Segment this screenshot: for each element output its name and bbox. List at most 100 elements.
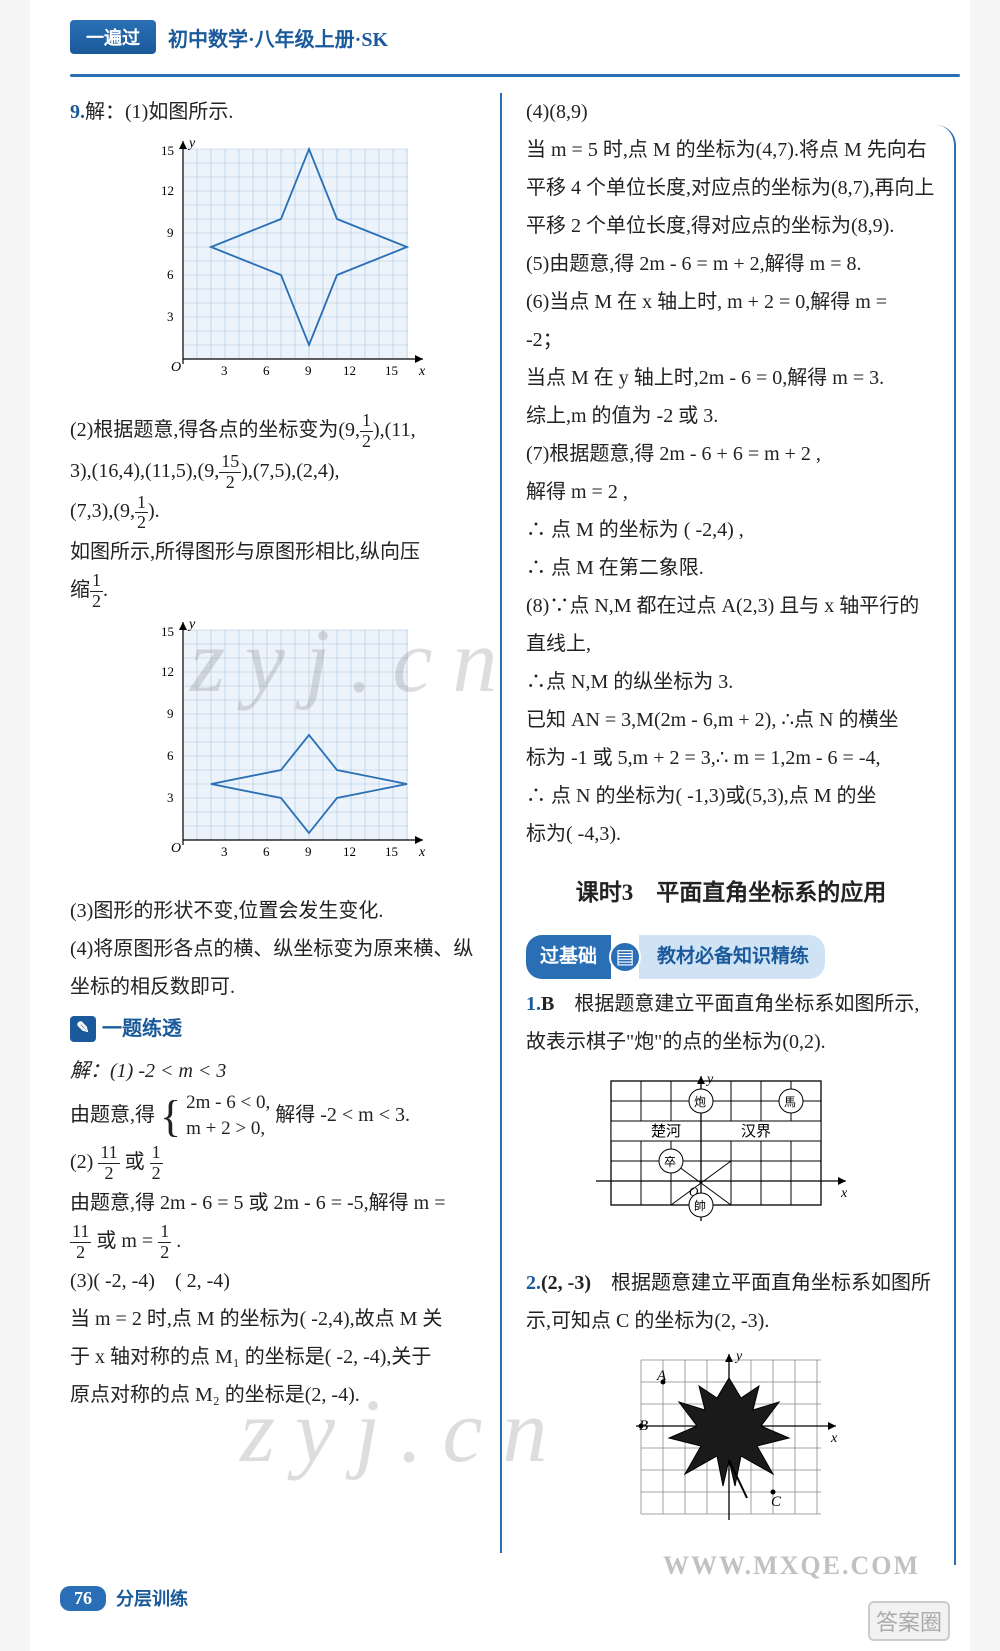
- svg-text:卒: 卒: [664, 1155, 676, 1169]
- section-onethrough: ✎ 一题练透: [70, 1010, 182, 1048]
- svg-text:12: 12: [343, 844, 356, 859]
- r3: (5)由题意,得 2m - 6 = m + 2,解得 m = 8.: [526, 245, 936, 283]
- svg-text:O: O: [171, 360, 181, 375]
- text: 或: [125, 1151, 145, 1173]
- q1: 1.B 根据题意建立平面直角坐标系如图所示,故表示棋子"炮"的点的坐标为(0,2…: [526, 985, 936, 1061]
- svg-text:帥: 帥: [694, 1199, 706, 1213]
- brace-icon: {: [160, 1092, 181, 1141]
- r1: (4)(8,9): [526, 93, 936, 131]
- svg-text:12: 12: [343, 363, 356, 378]
- svg-text:15: 15: [161, 624, 174, 639]
- svg-text:12: 12: [161, 183, 174, 198]
- q9-p5: 如图所示,所得图形与原图形相比,纵向压: [70, 533, 480, 571]
- s3-l2: 于 x 轴对称的点 M₁ 的坐标是( -2, -4),关于: [70, 1338, 480, 1376]
- header: 一遍过 初中数学·八年级上册·SK: [70, 20, 960, 54]
- r9: ∴ 点 M 的坐标为 ( -2,4) ,: [526, 511, 936, 549]
- puzzle-icon: ✎: [70, 1016, 96, 1042]
- r10: ∴ 点 M 在第二象限.: [526, 549, 936, 587]
- frac-1-2b: 12: [135, 493, 148, 534]
- footer-label: 分层训练: [116, 1585, 188, 1611]
- text: 3),(16,4),(11,5),(9,: [70, 460, 219, 482]
- q1-text: 根据题意建立平面直角坐标系如图所示,故表示棋子"炮"的点的坐标为(0,2).: [526, 993, 919, 1053]
- svg-text:6: 6: [263, 844, 270, 859]
- s2-line2: 112 或 m = 12 .: [70, 1222, 480, 1263]
- text: ),(11,: [373, 419, 416, 441]
- svg-text:y: y: [734, 1350, 743, 1364]
- svg-text:y: y: [705, 1072, 714, 1087]
- svg-text:x: x: [840, 1186, 848, 1201]
- text: (7,3),(9,: [70, 500, 135, 522]
- piece-shuai: 帥: [689, 1193, 713, 1217]
- frac-1-2d: 12: [150, 1143, 163, 1184]
- text: 缩: [70, 579, 90, 601]
- frac-1-2e: 12: [158, 1222, 171, 1263]
- page-number: 76: [60, 1586, 106, 1611]
- piece-zu: 卒: [659, 1149, 683, 1173]
- svg-text:6: 6: [167, 267, 174, 282]
- svg-text:6: 6: [167, 748, 174, 763]
- text: (2): [70, 1151, 93, 1173]
- text: (2)根据题意,得各点的坐标变为(9,: [70, 419, 360, 441]
- svg-text:3: 3: [167, 309, 174, 324]
- section-label: 一题练透: [102, 1010, 182, 1048]
- svg-text:9: 9: [167, 706, 174, 721]
- s3-l1: 当 m = 2 时,点 M 的坐标为( -2,4),故点 M 关: [70, 1300, 480, 1338]
- r4b: -2；: [526, 321, 936, 359]
- q9-p6: (3)图形的形状不变,位置会发生变化.: [70, 892, 480, 930]
- q9-p3: 3),(16,4),(11,5),(9,152),(7,5),(2,4),: [70, 452, 480, 493]
- s2-head: (2) 112 或 12: [70, 1143, 480, 1184]
- case1: 2m - 6 < 0,: [186, 1090, 270, 1117]
- svg-text:12: 12: [161, 664, 174, 679]
- svg-text:x: x: [830, 1431, 838, 1446]
- r8: 解得 m = 2 ,: [526, 473, 936, 511]
- q9-p5b: 缩12.: [70, 571, 480, 612]
- svg-text:y: y: [187, 618, 196, 632]
- frac-1-2: 12: [360, 411, 373, 452]
- svg-text:3: 3: [221, 363, 228, 378]
- q9-p2: (2)根据题意,得各点的坐标变为(9,12),(11,: [70, 411, 480, 452]
- r13: 已知 AN = 3,M(2m - 6,m + 2), ∴点 N 的横坐: [526, 701, 936, 739]
- svg-text:y: y: [187, 137, 196, 151]
- cases: 2m - 6 < 0, m + 2 > 0,: [186, 1090, 270, 1143]
- answer-logo: 答案圈: [868, 1601, 950, 1641]
- svg-text:x: x: [418, 845, 425, 860]
- leaf-svg: x y O A B C: [621, 1350, 841, 1530]
- svg-text:15: 15: [385, 844, 398, 859]
- frac-11-2-a: 112: [98, 1143, 119, 1184]
- q2-number: 2.: [526, 1272, 541, 1294]
- r2: 当 m = 5 时,点 M 的坐标为(4,7).将点 M 先向右平移 4 个单位…: [526, 131, 936, 245]
- chess-figure: 楚河 汉界 y: [526, 1071, 936, 1254]
- content-columns: 9.解：(1)如图所示.: [40, 93, 960, 1553]
- r7: (7)根据题意,得 2m - 6 + 6 = m + 2 ,: [526, 435, 936, 473]
- text: .: [176, 1230, 181, 1252]
- svg-text:C: C: [771, 1494, 782, 1510]
- s3-head: (3)( -2, -4) ( 2, -4): [70, 1262, 480, 1300]
- hanjie-label: 汉界: [741, 1123, 771, 1140]
- q9-line1: 9.解：(1)如图所示.: [70, 93, 480, 131]
- s-line1: 由题意,得 { 2m - 6 < 0, m + 2 > 0, 解得 -2 < m…: [70, 1090, 480, 1143]
- graph-2-svg: O x y 3691215 3691215: [155, 618, 425, 873]
- frac-1-2c: 12: [90, 571, 103, 612]
- case2: m + 2 > 0,: [186, 1116, 270, 1143]
- q9-p7: (4)将原图形各点的横、纵坐标变为原来横、纵坐标的相反数即可.: [70, 930, 480, 1006]
- r12: ∴点 N,M 的纵坐标为 3.: [526, 663, 936, 701]
- text: 由题意,得: [70, 1104, 155, 1126]
- piece-ma: 馬: [779, 1089, 803, 1113]
- svg-text:3: 3: [221, 844, 228, 859]
- svg-text:馬: 馬: [784, 1095, 796, 1109]
- r14: 标为 -1 或 5,m + 2 = 3,∴ m = 1,2m - 6 = -4,: [526, 739, 936, 777]
- book-title: 初中数学·八年级上册·SK: [168, 23, 388, 52]
- s-intro: 解：(1) -2 < m < 3: [70, 1052, 480, 1090]
- q2: 2.(2, -3) 根据题意建立平面直角坐标系如图所示,可知点 C 的坐标为(2…: [526, 1264, 936, 1340]
- pill-left: 过基础: [526, 935, 611, 979]
- r4a: (6)当点 M 在 x 轴上时, m + 2 = 0,解得 m =: [526, 283, 936, 321]
- chuhe-label: 楚河: [651, 1123, 681, 1140]
- leaf-figure: x y O A B C: [526, 1350, 936, 1543]
- svg-text:15: 15: [385, 363, 398, 378]
- page-right-border: [936, 125, 956, 1565]
- graph-2: O x y 3691215 3691215: [100, 618, 480, 886]
- q1-number: 1.: [526, 993, 541, 1015]
- q1-answer: B: [541, 993, 554, 1015]
- graph-1: O x y 3691215 3691215: [100, 137, 480, 405]
- book-icon: ▤: [609, 941, 641, 973]
